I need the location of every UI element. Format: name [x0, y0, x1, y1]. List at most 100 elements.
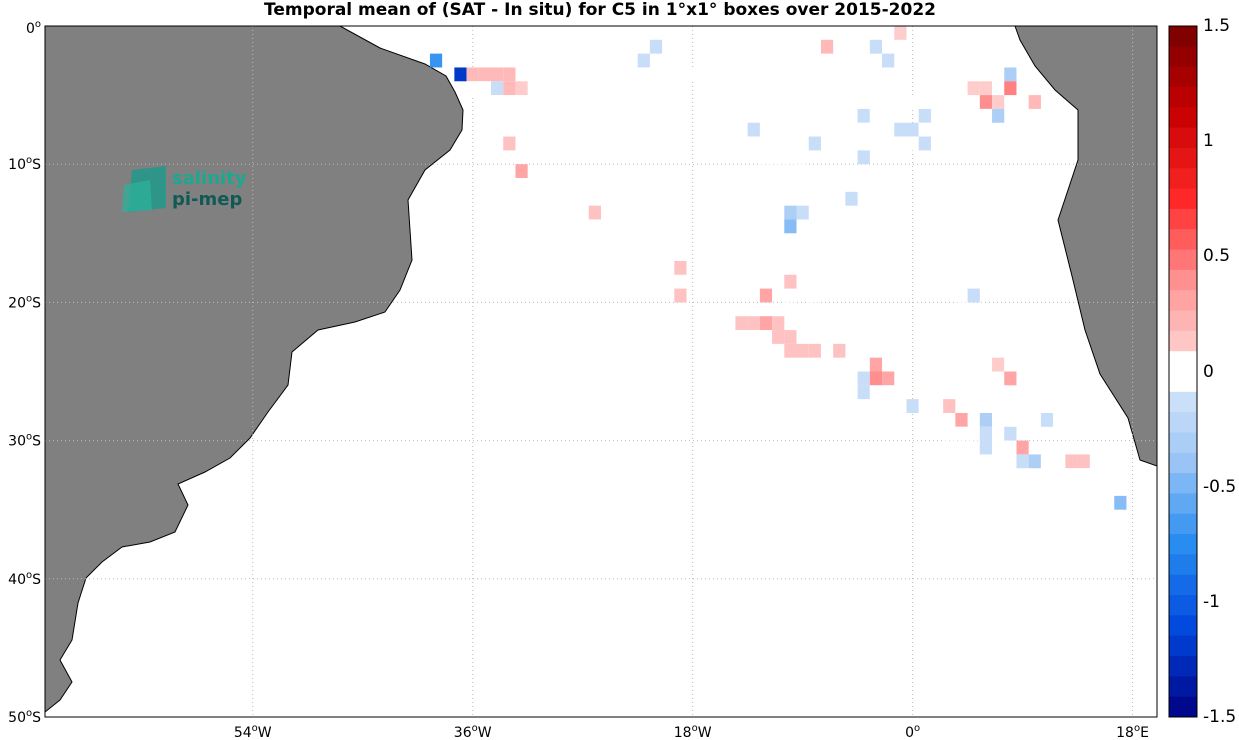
colorbar-segment — [1169, 351, 1197, 372]
colorbar-segment — [1169, 147, 1197, 169]
colorbar-segment — [1169, 412, 1197, 433]
data-cell — [1077, 454, 1090, 469]
data-cell — [747, 136, 760, 151]
data-cell — [930, 260, 944, 275]
data-cell — [772, 136, 785, 151]
data-cell — [491, 67, 504, 82]
colorbar-segment — [1169, 371, 1197, 393]
data-cell — [918, 136, 931, 151]
data-cell — [454, 67, 467, 82]
data-cell — [808, 136, 821, 151]
data-cell — [588, 205, 601, 220]
data-cell — [1114, 495, 1127, 510]
data-cell — [1028, 95, 1041, 109]
data-cell — [784, 122, 797, 137]
data-cell — [918, 122, 931, 137]
data-cell — [869, 67, 883, 82]
data-cell — [674, 108, 687, 123]
data-cell — [429, 53, 443, 68]
data-cell — [882, 371, 895, 386]
data-cell — [784, 205, 797, 220]
data-cell — [979, 95, 993, 109]
data-cell — [784, 108, 797, 123]
data-cell — [1040, 454, 1054, 469]
lat-tick-label: 10oS — [8, 155, 41, 173]
data-cell — [943, 399, 956, 413]
data-cell — [894, 122, 907, 137]
map-frame — [44, 25, 1158, 718]
data-cell — [784, 302, 797, 317]
data-cell — [894, 191, 907, 206]
colorbar-segment — [1169, 330, 1197, 352]
data-cell — [515, 164, 528, 179]
data-cell — [808, 122, 821, 137]
data-cell — [491, 81, 504, 96]
data-cell — [894, 81, 907, 96]
data-cell — [1016, 454, 1029, 469]
data-cell — [1028, 454, 1041, 469]
colorbar-segment — [1169, 574, 1197, 596]
colorbar-segment — [1169, 615, 1197, 637]
colorbar-segment — [1169, 86, 1197, 108]
data-cell — [747, 122, 760, 137]
data-cell — [808, 26, 821, 40]
lat-tick-label: 40oS — [8, 570, 41, 588]
data-cell — [772, 330, 785, 344]
data-cell — [796, 164, 809, 179]
data-cell — [784, 26, 797, 40]
data-cell — [723, 26, 736, 40]
data-cell — [1138, 509, 1151, 524]
data-cell — [747, 316, 760, 331]
colorbar-segment — [1169, 107, 1197, 129]
data-cell — [515, 81, 528, 96]
data-cell — [992, 426, 1005, 441]
data-cell — [833, 108, 846, 123]
data-cell — [1077, 468, 1090, 483]
colorbar-segment — [1169, 168, 1197, 190]
data-cell — [637, 26, 650, 40]
data-cell — [576, 26, 589, 40]
data-cell — [772, 316, 785, 331]
colorbar-label: 1.5 — [1203, 16, 1231, 36]
data-cell — [979, 108, 993, 123]
data-cell — [808, 288, 821, 303]
data-cell — [637, 53, 650, 68]
data-cell — [1004, 371, 1017, 386]
data-cell — [955, 288, 968, 303]
data-cell — [613, 178, 626, 192]
colorbar-segment — [1169, 46, 1197, 68]
data-cell — [454, 53, 467, 68]
data-cell — [698, 26, 711, 40]
data-cell — [833, 260, 846, 275]
lon-tick-label: 36oW — [454, 723, 492, 740]
data-cell — [784, 150, 797, 165]
data-cell — [759, 150, 773, 165]
data-cell — [943, 426, 956, 441]
colorbar-segment — [1169, 66, 1197, 88]
data-cell — [759, 136, 773, 151]
data-cell — [784, 136, 797, 151]
data-cell — [869, 357, 883, 372]
data-cell — [918, 399, 931, 413]
data-cell — [857, 205, 870, 220]
data-cell — [735, 316, 748, 331]
colorbar-segment — [1169, 534, 1197, 555]
data-cell — [796, 219, 809, 234]
data-cell — [735, 39, 748, 54]
data-cell — [857, 26, 870, 40]
colorbar-segment — [1169, 290, 1197, 312]
data-cell — [820, 39, 834, 54]
data-cell — [1004, 81, 1017, 96]
data-cell — [1004, 67, 1017, 82]
lat-tick-label: 50oS — [8, 708, 41, 726]
colorbar-segment — [1169, 26, 1197, 47]
colorbar-segment — [1169, 310, 1197, 332]
data-cell — [747, 39, 760, 54]
lat-tick-label: 30oS — [8, 432, 41, 450]
colorbar-segment — [1169, 513, 1197, 535]
data-cell — [478, 81, 492, 96]
data-cell — [992, 95, 1005, 109]
data-cell — [735, 26, 748, 40]
data-cell — [710, 26, 724, 40]
data-cell — [503, 81, 516, 96]
